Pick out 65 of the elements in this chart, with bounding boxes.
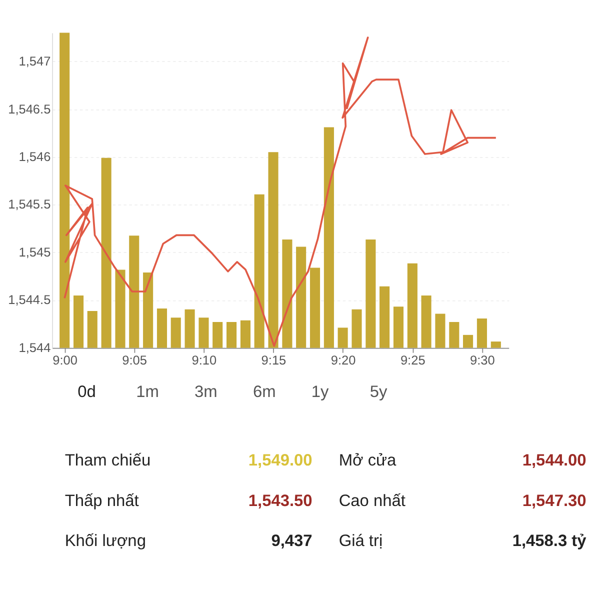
text: Khối lượng (64, 532, 146, 550)
bar (490, 342, 501, 348)
bar (407, 263, 418, 348)
bar (338, 328, 348, 348)
text: 3m (194, 383, 218, 402)
text: 1y (311, 383, 330, 402)
text: 1,543.50 (248, 492, 312, 510)
bar (476, 318, 487, 348)
text: 9,437 (271, 532, 312, 550)
bar (143, 272, 154, 348)
line-series (64, 36, 497, 347)
y-tick-label: 1,544.5 (8, 292, 51, 308)
bar (268, 152, 278, 348)
text: 1,458.3 tỷ (512, 532, 588, 550)
y-tick-label: 1,546 (18, 148, 51, 164)
bar (226, 322, 237, 348)
bar (101, 158, 112, 348)
bar (463, 334, 474, 348)
bar (87, 310, 98, 348)
y-tick-label: 1,544 (18, 340, 51, 355)
bar (115, 270, 126, 348)
text: Cao nhất (338, 492, 406, 510)
text: 6m (252, 383, 276, 402)
bar (310, 268, 320, 348)
text: 5y (370, 383, 388, 402)
bar (296, 246, 306, 348)
y-tick-label: 1,545.5 (8, 196, 51, 212)
text: 0d (78, 383, 96, 402)
bar (184, 309, 195, 348)
x-tick-label: 9:20 (330, 352, 356, 368)
bar (449, 322, 460, 348)
bar (212, 322, 223, 348)
bar (198, 318, 209, 348)
bar (129, 236, 140, 348)
bar (73, 296, 84, 348)
text: 1m (136, 383, 159, 402)
bar (60, 32, 70, 348)
x-tick-label: 9:25 (400, 352, 426, 368)
bar (393, 306, 404, 348)
text: Thấp nhất (64, 492, 140, 510)
bar (352, 309, 362, 348)
bar (156, 308, 168, 348)
text: 1,544.00 (522, 452, 586, 470)
bar (282, 239, 292, 348)
text: 1,549.00 (248, 452, 312, 470)
y-tick-label: 1,547 (18, 54, 51, 69)
bar (170, 318, 181, 348)
bar (240, 320, 250, 348)
x-tick-label: 9:10 (192, 352, 217, 368)
text: Mở cửa (338, 452, 398, 470)
text: 1,547.30 (522, 492, 586, 510)
bar (324, 127, 334, 348)
bar (421, 296, 432, 348)
text: Tham chiếu (64, 452, 151, 470)
y-tick-label: 1,545 (18, 244, 51, 260)
bar (380, 286, 390, 348)
text: Giá trị (338, 532, 383, 550)
x-tick-label: 9:05 (122, 352, 147, 368)
bar (435, 314, 446, 348)
bar (366, 239, 376, 348)
x-tick-label: 9:15 (261, 352, 286, 368)
x-tick-label: 9:30 (470, 352, 495, 368)
bar (254, 194, 264, 348)
x-tick-label: 9:00 (52, 352, 78, 368)
y-tick-label: 1,546.5 (8, 101, 51, 116)
